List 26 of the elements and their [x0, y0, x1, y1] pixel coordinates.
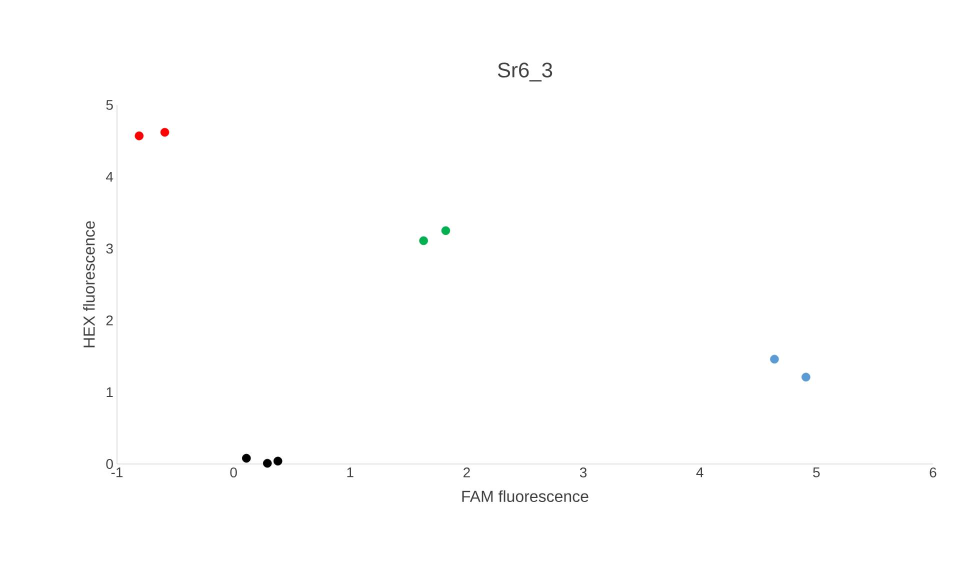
point	[160, 128, 170, 137]
x-tick-label: 2	[464, 468, 470, 478]
y-tick-label: 1	[106, 387, 113, 398]
y-tick-label: 0	[106, 459, 113, 469]
x-tick-label: 3	[580, 468, 587, 478]
y-axis-title: HEX fluorescence	[83, 221, 95, 348]
point	[262, 458, 272, 468]
point	[419, 236, 428, 246]
y-tick-label: 2	[106, 315, 113, 326]
point	[770, 354, 779, 364]
y-tick-label: 3	[106, 244, 113, 254]
x-axis-title: FAM fluorescence	[462, 490, 588, 502]
y-tick-label: 4	[106, 172, 114, 182]
point	[441, 226, 450, 236]
x-tick-label: 1	[347, 468, 354, 478]
point	[273, 456, 282, 466]
x-tick-label: 4	[696, 468, 704, 478]
x-tick-label: 0	[230, 468, 237, 478]
x-tick-label: -1	[111, 468, 123, 478]
point	[242, 454, 251, 463]
x-tick-label: 5	[813, 468, 820, 478]
point	[802, 372, 810, 382]
point	[134, 131, 144, 140]
y-tick-label: 5	[106, 100, 113, 110]
x-tick-label: 6	[930, 468, 936, 478]
chart-title: Sr6_3	[498, 62, 552, 82]
